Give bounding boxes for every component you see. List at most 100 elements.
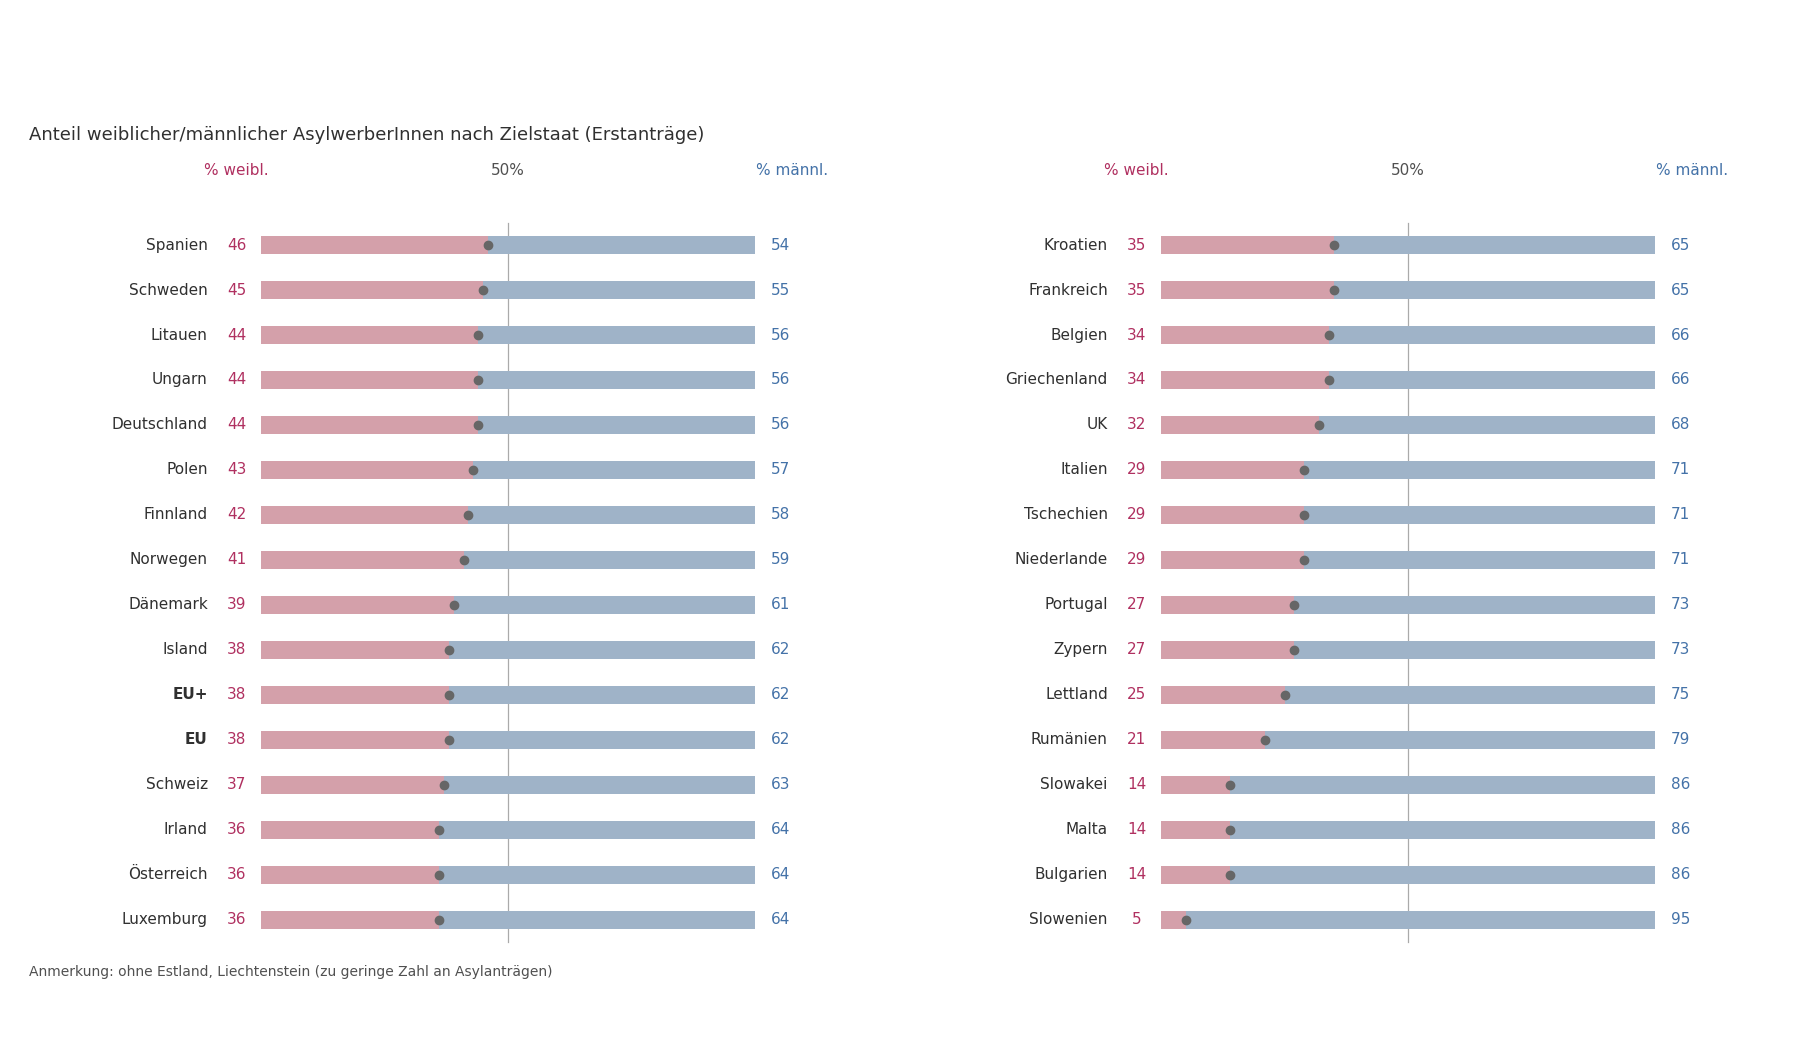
Bar — [1334, 236, 1654, 254]
Bar — [261, 686, 448, 704]
Text: 64: 64 — [770, 912, 790, 927]
Bar — [1231, 865, 1654, 884]
Text: Italien: Italien — [1060, 462, 1107, 478]
Text: Ungarn: Ungarn — [153, 373, 207, 387]
Text: 42: 42 — [227, 507, 247, 523]
Bar — [448, 731, 754, 749]
Text: 63: 63 — [770, 777, 790, 793]
Text: Irland: Irland — [164, 822, 207, 837]
Text: 58: 58 — [770, 507, 790, 523]
Text: EU+: EU+ — [173, 688, 207, 702]
Text: Island: Island — [162, 643, 207, 657]
Text: % weibl.: % weibl. — [205, 163, 268, 177]
Bar — [488, 236, 754, 254]
Bar — [448, 686, 754, 704]
Text: Malta: Malta — [1066, 822, 1107, 837]
Text: 34: 34 — [1127, 328, 1147, 342]
Bar — [261, 506, 468, 524]
Text: 55: 55 — [770, 282, 790, 297]
Bar — [479, 416, 754, 434]
Text: 75: 75 — [1670, 688, 1690, 702]
Text: Norwegen: Norwegen — [130, 552, 207, 567]
Text: 25: 25 — [1127, 688, 1147, 702]
Text: Anteil weiblicher/männlicher AsylwerberInnen nach Zielstaat (Erstanträge): Anteil weiblicher/männlicher AsylwerberI… — [29, 126, 704, 144]
Text: 43: 43 — [227, 462, 247, 478]
Text: Grafik: Stefan Rabl: Grafik: Stefan Rabl — [1627, 1015, 1771, 1030]
Bar — [261, 371, 479, 388]
Text: 14: 14 — [1127, 822, 1147, 837]
Text: Schweiz: Schweiz — [146, 777, 207, 793]
Text: 62: 62 — [770, 643, 790, 657]
Bar — [454, 595, 754, 614]
Text: 61: 61 — [770, 597, 790, 612]
Text: Kroatien: Kroatien — [1044, 237, 1107, 253]
Text: 56: 56 — [770, 328, 790, 342]
Text: 79: 79 — [1670, 732, 1690, 748]
Bar — [261, 640, 448, 658]
Bar — [1161, 281, 1334, 299]
Text: Rumänien: Rumänien — [1031, 732, 1107, 748]
Text: 62: 62 — [770, 688, 790, 702]
Bar — [1319, 416, 1654, 434]
Text: Dänemark: Dänemark — [128, 597, 207, 612]
Bar — [261, 236, 488, 254]
Bar — [1161, 506, 1305, 524]
Text: 71: 71 — [1670, 507, 1690, 523]
Text: Bulgarien: Bulgarien — [1035, 867, 1107, 882]
Text: Portugal: Portugal — [1044, 597, 1107, 612]
Text: Lettland: Lettland — [1046, 688, 1107, 702]
Text: 57: 57 — [770, 462, 790, 478]
Text: Griechenland: Griechenland — [1006, 373, 1107, 387]
Text: 27: 27 — [1127, 597, 1147, 612]
Text: Finnland: Finnland — [144, 507, 207, 523]
Text: 56: 56 — [770, 418, 790, 433]
Bar — [1305, 461, 1654, 479]
Text: 59: 59 — [770, 552, 790, 567]
Text: 71: 71 — [1670, 462, 1690, 478]
Bar — [1161, 776, 1231, 794]
Text: AsylwerberInnen in der EU+ nach Geschlecht und Antragsstaat 2019: AsylwerberInnen in der EU+ nach Geschlec… — [29, 32, 1267, 63]
Bar — [439, 821, 754, 839]
Text: 71: 71 — [1670, 552, 1690, 567]
Bar — [1161, 326, 1328, 344]
Bar — [261, 731, 448, 749]
Bar — [1231, 821, 1654, 839]
Bar — [1161, 416, 1319, 434]
Bar — [261, 326, 479, 344]
Bar — [1305, 506, 1654, 524]
Text: 38: 38 — [227, 688, 247, 702]
Text: 44: 44 — [227, 373, 247, 387]
Bar — [1161, 595, 1294, 614]
Text: 41: 41 — [227, 552, 247, 567]
Text: Belgien: Belgien — [1051, 328, 1107, 342]
Text: 86: 86 — [1670, 777, 1690, 793]
Text: 34: 34 — [1127, 373, 1147, 387]
Text: Schweden: Schweden — [130, 282, 207, 297]
Text: Tschechien: Tschechien — [1024, 507, 1107, 523]
Bar — [1161, 686, 1285, 704]
Bar — [1161, 371, 1328, 388]
Text: Frankreich: Frankreich — [1028, 282, 1107, 297]
Text: 37: 37 — [227, 777, 247, 793]
Bar — [261, 461, 473, 479]
Bar — [261, 821, 439, 839]
Text: 50%: 50% — [491, 163, 526, 177]
Text: 35: 35 — [1127, 237, 1147, 253]
Text: 66: 66 — [1670, 373, 1690, 387]
Bar — [1161, 551, 1305, 569]
Text: 65: 65 — [1670, 237, 1690, 253]
Bar — [439, 910, 754, 928]
Text: 68: 68 — [1670, 418, 1690, 433]
Text: 36: 36 — [227, 822, 247, 837]
Text: Anmerkung: ohne Estland, Liechtenstein (zu geringe Zahl an Asylanträgen): Anmerkung: ohne Estland, Liechtenstein (… — [29, 965, 553, 980]
Text: % weibl.: % weibl. — [1105, 163, 1168, 177]
Bar — [261, 416, 479, 434]
Text: Spanien: Spanien — [146, 237, 207, 253]
Bar — [261, 910, 439, 928]
Text: 44: 44 — [227, 418, 247, 433]
Text: 38: 38 — [227, 732, 247, 748]
Bar — [482, 281, 754, 299]
Text: 38: 38 — [227, 643, 247, 657]
Bar — [468, 506, 754, 524]
Bar — [1186, 910, 1654, 928]
